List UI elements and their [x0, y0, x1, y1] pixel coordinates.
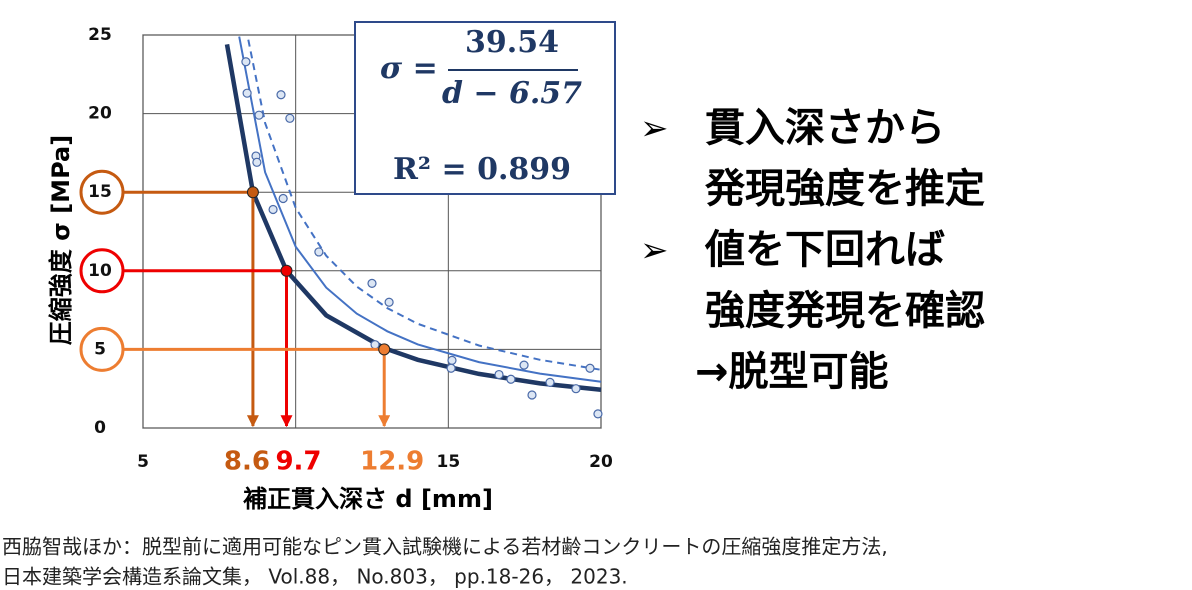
- y-tick-label: 20: [88, 104, 112, 124]
- data-point: [367, 278, 377, 288]
- data-point: [252, 157, 262, 167]
- guide-point: [280, 264, 293, 277]
- y-tick-label: 0: [94, 418, 106, 438]
- data-point: [276, 90, 286, 100]
- bullet-marker: ➢: [640, 231, 669, 271]
- guide-point: [246, 186, 259, 199]
- bullet-marker: ➢: [640, 109, 669, 149]
- fit-curve: [247, 39, 602, 371]
- data-point: [506, 374, 516, 384]
- data-point: [519, 360, 529, 370]
- data-point: [585, 363, 595, 373]
- data-point: [527, 390, 537, 400]
- data-point: [242, 88, 252, 98]
- data-point: [545, 377, 555, 388]
- data-point: [384, 297, 394, 307]
- equation-denominator: d − 6.57: [442, 76, 582, 111]
- fit-curve: [238, 36, 602, 383]
- data-point: [370, 340, 380, 350]
- x-tick-label: 15: [436, 452, 460, 472]
- guide-point: [378, 343, 391, 356]
- x-axis-title: 補正貫入深さ d [mm]: [242, 485, 493, 513]
- guide-label: 8.6: [224, 447, 270, 477]
- data-point: [447, 355, 457, 366]
- equation-numerator: 39.54: [465, 25, 559, 60]
- data-point: [593, 409, 603, 419]
- caption-line: 西脇智哉ほか：脱型前に適用可能なピン貫入試験機による若材齢コンクリートの圧縮強度…: [2, 535, 888, 559]
- y-tick-label: 5: [94, 339, 106, 359]
- bullet-text: 値を下回れば: [704, 227, 945, 273]
- data-point: [571, 384, 581, 394]
- y-axis-title: 圧縮強度 σ [MPa]: [47, 135, 75, 345]
- equation-lhs: σ =: [380, 51, 438, 86]
- data-point: [268, 204, 278, 215]
- data-point: [285, 113, 295, 123]
- bullet-text: 貫入深さから: [705, 105, 945, 151]
- data-point: [446, 363, 456, 373]
- r-squared: R² = 0.899: [393, 152, 571, 187]
- data-point: [314, 247, 324, 257]
- guide-label: 12.9: [360, 447, 424, 477]
- data-point: [494, 369, 504, 380]
- equation-box: [354, 21, 616, 195]
- caption-line: 日本建築学会構造系論文集， Vol.88， No.803， pp.18-26， …: [2, 565, 628, 589]
- y-tick-label: 25: [88, 25, 112, 45]
- guide-label: 9.7: [275, 447, 321, 477]
- y-tick-label: 10: [88, 261, 112, 281]
- data-point: [254, 110, 264, 120]
- y-tick-label: 15: [88, 182, 112, 202]
- bullet-text: 発現強度を推定: [705, 166, 985, 212]
- x-tick-label: 20: [589, 452, 613, 472]
- data-point: [241, 57, 251, 67]
- bullet-text: 強度発現を確認: [705, 288, 985, 334]
- data-point: [278, 193, 288, 204]
- x-tick-label: 5: [137, 452, 149, 472]
- bullet-text: →脱型可能: [695, 349, 889, 395]
